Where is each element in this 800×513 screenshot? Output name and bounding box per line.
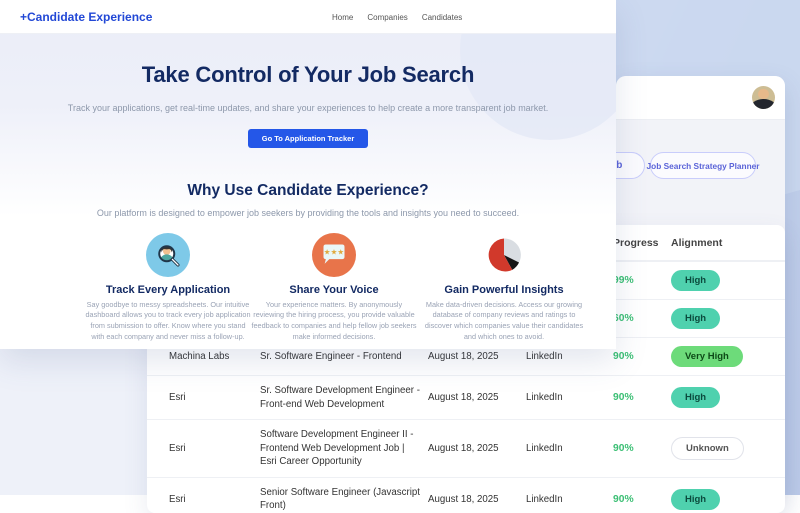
svg-text:★★★: ★★★ bbox=[324, 247, 345, 256]
